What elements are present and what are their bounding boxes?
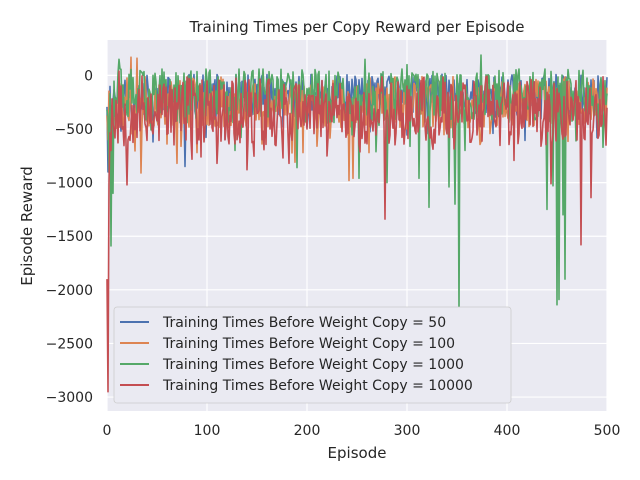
tick-labels: 0 100 200 300 400 500 0 −500 −1000 −1500 −2000 −250… bbox=[46, 68, 621, 439]
y-tick-label: −500 bbox=[55, 122, 93, 138]
x-axis-label: Episode bbox=[328, 444, 387, 462]
x-tick-label: 0 bbox=[103, 423, 112, 439]
legend: Training Times Before Weight Copy = 50 Tr… bbox=[113, 306, 512, 404]
chart-title: Training Times per Copy Reward per Episo… bbox=[189, 18, 525, 36]
y-tick-label: −2000 bbox=[46, 283, 93, 299]
series-layer bbox=[106, 54, 608, 393]
x-tick-label: 100 bbox=[194, 423, 221, 439]
legend-label: Training Times Before Weight Copy = 100 bbox=[162, 336, 455, 352]
legend-label: Training Times Before Weight Copy = 50 bbox=[162, 315, 446, 331]
y-tick-label: −2500 bbox=[46, 336, 93, 352]
x-tick-label: 300 bbox=[394, 423, 421, 439]
x-tick-label: 500 bbox=[594, 423, 621, 439]
y-axis-label: Episode Reward bbox=[18, 166, 36, 286]
legend-label: Training Times Before Weight Copy = 1000… bbox=[162, 378, 473, 394]
y-tick-label: −3000 bbox=[46, 390, 93, 406]
legend-box bbox=[113, 306, 512, 404]
y-tick-label: −1500 bbox=[46, 229, 93, 245]
x-tick-label: 200 bbox=[294, 423, 321, 439]
series-line-3 bbox=[106, 70, 608, 393]
x-tick-label: 400 bbox=[494, 423, 521, 439]
y-tick-label: −1000 bbox=[46, 176, 93, 192]
y-tick-label: 0 bbox=[84, 68, 93, 84]
legend-label: Training Times Before Weight Copy = 1000 bbox=[162, 357, 464, 373]
